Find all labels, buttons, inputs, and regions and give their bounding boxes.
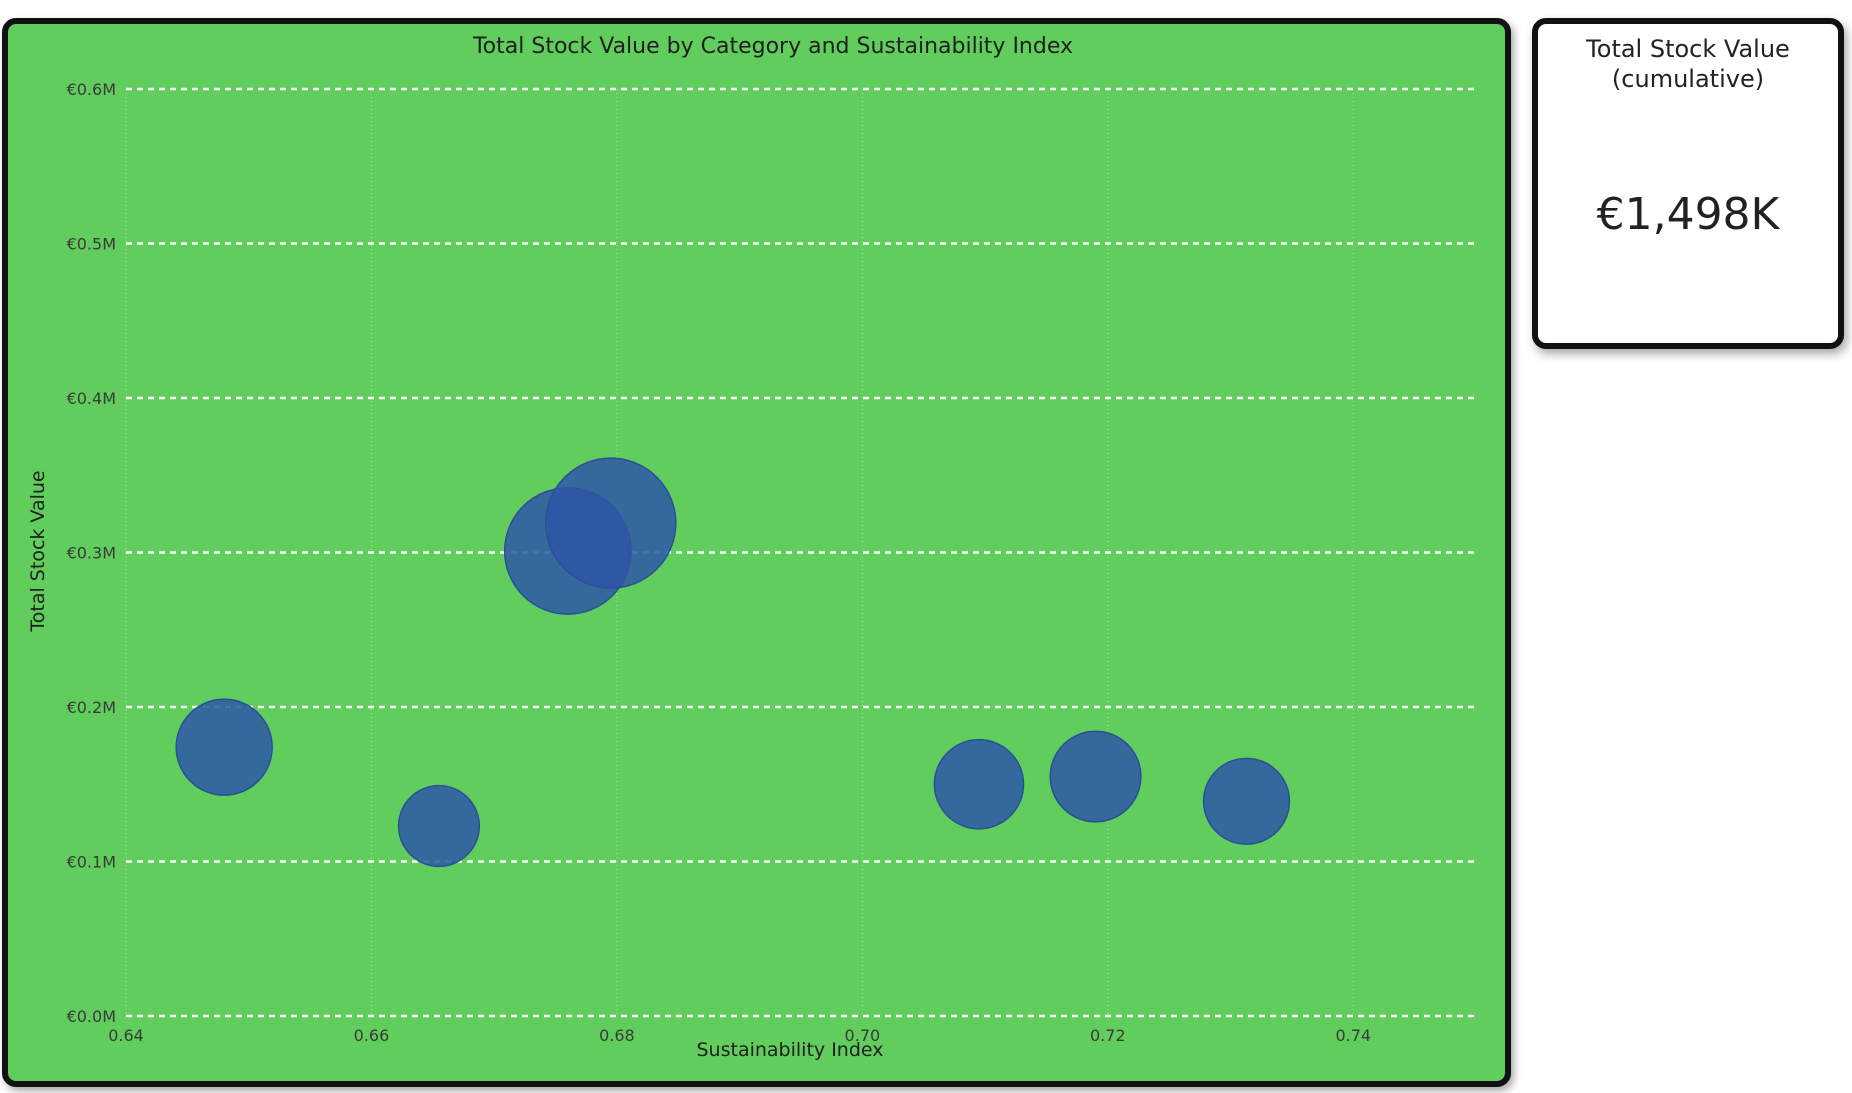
axis-layer: 0.64 0.66 0.68 0.70 0.72 0.74 €0.0M €0.1M €0.2M €… bbox=[67, 80, 1372, 1045]
bubble-point[interactable] bbox=[397, 784, 481, 868]
bubble-point[interactable] bbox=[175, 698, 273, 796]
x-tick-label: 0.72 bbox=[1090, 1026, 1126, 1045]
y-tick-label: €0.5M bbox=[67, 235, 116, 254]
x-axis-label: Sustainability Index bbox=[697, 1039, 884, 1061]
y-tick-label: €0.6M bbox=[67, 80, 116, 99]
x-tick-label: 0.68 bbox=[599, 1026, 635, 1045]
y-tick-label: €0.0M bbox=[67, 1007, 116, 1026]
kpi-card: Total Stock Value (cumulative) €1,498K bbox=[1532, 18, 1844, 349]
bubble-layer bbox=[175, 457, 1291, 868]
scatter-chart: 0.64 0.66 0.68 0.70 0.72 0.74 €0.0M €0.1M €0.2M €… bbox=[27, 34, 1476, 1061]
bubble-point[interactable] bbox=[933, 738, 1025, 830]
scatter-chart-panel: 0.64 0.66 0.68 0.70 0.72 0.74 €0.0M €0.1M €0.2M €… bbox=[2, 18, 1511, 1087]
y-tick-label: €0.4M bbox=[67, 389, 116, 408]
kpi-value: €1,498K bbox=[1596, 189, 1780, 240]
grid-layer bbox=[125, 87, 1476, 1018]
kpi-title: Total Stock Value (cumulative) bbox=[1586, 35, 1790, 93]
x-tick-label: 0.66 bbox=[354, 1026, 390, 1045]
x-tick-label: 0.64 bbox=[108, 1026, 144, 1045]
y-tick-label: €0.2M bbox=[67, 698, 116, 717]
y-tick-label: €0.1M bbox=[67, 853, 116, 872]
bubble-point[interactable] bbox=[1049, 730, 1142, 823]
bubble-point[interactable] bbox=[1202, 757, 1291, 845]
chart-title: Total Stock Value by Category and Sustai… bbox=[472, 34, 1073, 59]
y-tick-label: €0.3M bbox=[67, 544, 116, 563]
x-tick-label: 0.70 bbox=[845, 1026, 881, 1045]
bubble-point[interactable] bbox=[545, 457, 677, 589]
x-tick-label: 0.74 bbox=[1335, 1026, 1371, 1045]
y-axis-label: Total Stock Value bbox=[27, 470, 49, 632]
